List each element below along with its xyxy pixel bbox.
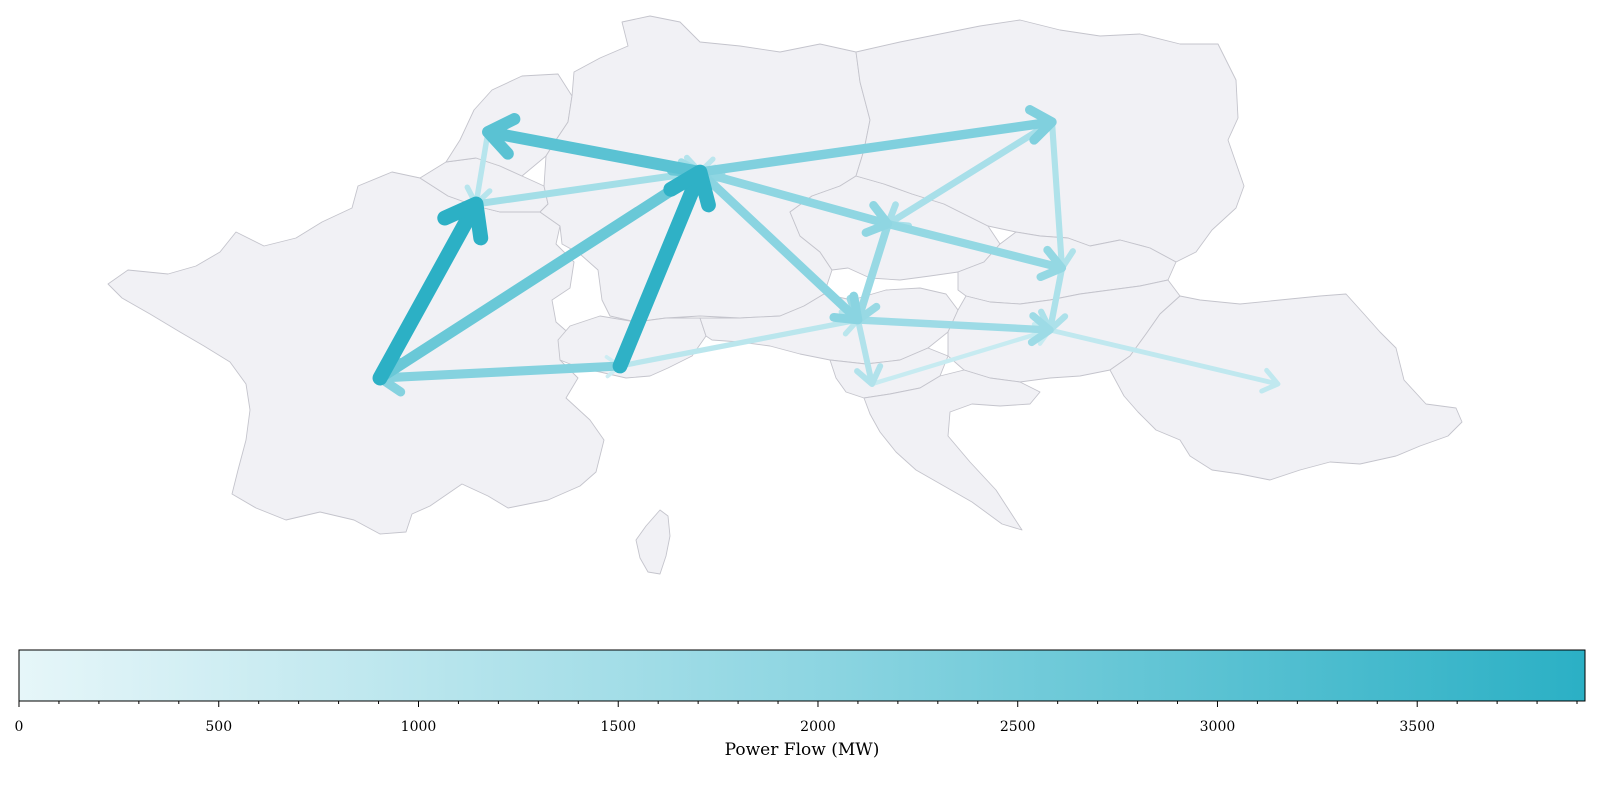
tick-label: 500 (205, 719, 232, 735)
tick-label: 0 (15, 719, 24, 735)
country-romania (1109, 293, 1463, 481)
flow-arrow-at-si (854, 317, 884, 387)
flow-arrow-ch-de (612, 164, 716, 374)
country-poland (855, 19, 1245, 263)
flow-shaft (379, 361, 625, 383)
land-layer (107, 15, 1463, 575)
flow-shaft (487, 127, 706, 178)
flow-shaft (617, 317, 859, 369)
flow-arrow-cz-sk (883, 219, 1067, 282)
flow-arrow-de-pl (695, 105, 1057, 177)
flow-arrowhead (829, 291, 863, 325)
flow-shaft (695, 167, 889, 228)
flow-arrow-de-nl (482, 113, 706, 178)
flow-shaft (695, 167, 860, 322)
tick-label: 1000 (401, 719, 437, 735)
flow-arrowhead (1259, 367, 1281, 394)
flow-shaft (372, 203, 480, 386)
flow-arrowhead (1036, 245, 1067, 282)
flow-shaft (855, 220, 892, 321)
flow-arrowhead (437, 196, 489, 246)
flow-arrow-at-hu (854, 312, 1054, 347)
flow-arrowhead (482, 113, 521, 160)
flow-shaft (612, 171, 705, 374)
flow-shaft (1048, 118, 1065, 269)
flow-shaft (1047, 264, 1066, 331)
flow-shaft (887, 118, 1056, 226)
flow-arrows-layer (372, 105, 1281, 397)
flow-arrow-fr-be (372, 196, 489, 386)
colorbar-label: Power Flow (MW) (725, 740, 880, 760)
europe-flow-map (107, 15, 1463, 575)
tick-label: 3000 (1200, 719, 1236, 735)
flow-arrowhead (663, 164, 716, 213)
flow-arrow-de-cz (695, 167, 893, 237)
flow-arrowhead (854, 363, 884, 387)
country-croatia (863, 369, 1041, 531)
flow-shaft (473, 129, 491, 205)
flow-shaft (472, 169, 701, 208)
tick-label: 3500 (1399, 719, 1435, 735)
flow-arrow-de-at (695, 167, 863, 325)
flow-shaft (883, 219, 1063, 272)
country-corsica (635, 509, 671, 575)
flow-arrowhead (861, 200, 893, 237)
tick-label: 2500 (1000, 719, 1036, 735)
flow-arrowhead (1027, 312, 1054, 347)
colorbar-ticks: 0 500 1000 1500 2000 2500 3000 3500 (15, 701, 1578, 735)
colorbar: 0 500 1000 1500 2000 2500 3000 3500 Power Flow … (15, 649, 1586, 760)
flow-shaft (374, 169, 701, 384)
tick-label: 1500 (600, 719, 636, 735)
flow-arrowhead (1025, 105, 1057, 145)
flow-shaft (869, 328, 1051, 387)
flow-shaft (695, 117, 1053, 177)
tick-label: 2000 (800, 719, 836, 735)
flow-arrow-hu-ro (1047, 327, 1281, 394)
flow-shaft (1047, 327, 1279, 386)
flow-shaft (854, 316, 1051, 334)
country-france (107, 171, 605, 535)
flow-shaft (855, 317, 875, 385)
colorbar-gradient (18, 649, 1586, 702)
